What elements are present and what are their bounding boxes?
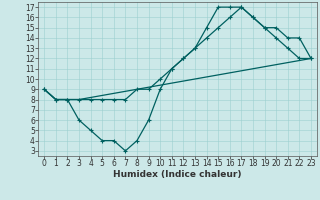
- X-axis label: Humidex (Indice chaleur): Humidex (Indice chaleur): [113, 170, 242, 179]
